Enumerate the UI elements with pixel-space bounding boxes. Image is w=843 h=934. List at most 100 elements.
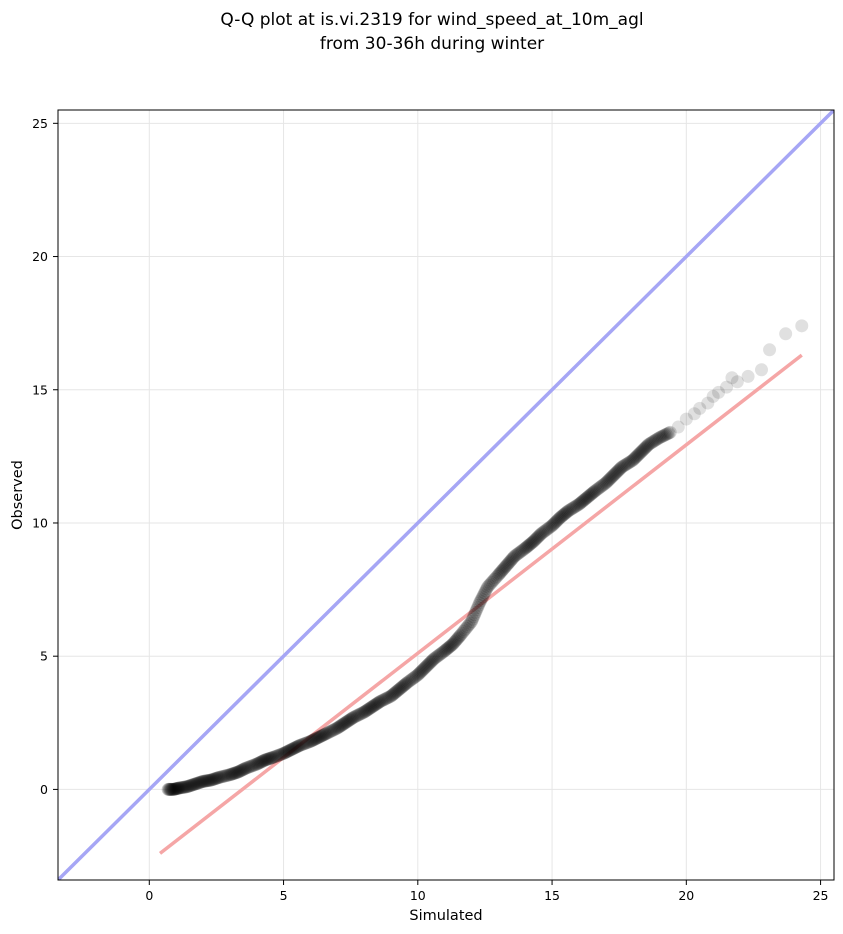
qq-point	[436, 645, 450, 659]
qq-point	[255, 755, 269, 769]
qq-point	[243, 760, 257, 774]
qq-point	[225, 767, 239, 781]
qq-point	[314, 729, 328, 743]
qq-point	[415, 664, 429, 678]
qq-point	[577, 493, 591, 507]
qq-point	[267, 750, 281, 764]
qq-point	[385, 688, 399, 702]
qq-point	[281, 744, 295, 758]
qq-point	[203, 773, 217, 787]
qq-point	[336, 717, 350, 731]
qq-point	[451, 631, 465, 645]
qq-point	[377, 692, 391, 706]
qq-point	[263, 751, 277, 765]
qq-point	[644, 436, 658, 450]
qq-point	[388, 686, 402, 700]
qq-point	[176, 780, 190, 794]
qq-point	[599, 476, 613, 490]
qq-point	[185, 778, 199, 792]
qq-point	[520, 540, 534, 554]
qq-point	[192, 776, 206, 790]
qq-point	[435, 646, 449, 660]
qq-point	[252, 756, 266, 770]
qq-point	[170, 781, 184, 795]
qq-point	[588, 484, 602, 498]
qq-point	[720, 380, 734, 394]
qq-point	[755, 363, 769, 377]
qq-point	[528, 533, 542, 547]
qq-point	[394, 681, 408, 695]
qq-point	[608, 467, 622, 481]
qq-point	[316, 728, 330, 742]
qq-point	[200, 774, 214, 788]
qq-point	[285, 742, 299, 756]
qq-point	[432, 648, 446, 662]
qq-point	[422, 657, 436, 671]
qq-point	[331, 720, 345, 734]
qq-point	[629, 450, 643, 464]
qq-point	[345, 711, 359, 725]
qq-point	[217, 769, 231, 783]
x-tick-label: 0	[145, 888, 153, 903]
grid-lines	[58, 110, 834, 880]
qq-point	[286, 742, 300, 756]
qq-point	[468, 608, 482, 622]
qq-point	[292, 739, 306, 753]
qq-point	[365, 700, 379, 714]
qq-point	[618, 458, 632, 472]
qq-point	[328, 722, 342, 736]
qq-point	[632, 447, 646, 461]
qq-point	[390, 684, 404, 698]
qq-point	[362, 702, 376, 716]
qq-point	[459, 621, 473, 635]
qq-point	[361, 702, 375, 716]
qq-point	[183, 779, 197, 793]
qq-point	[483, 577, 497, 591]
qq-point	[412, 667, 426, 681]
qq-point	[593, 480, 607, 494]
qq-point	[198, 774, 212, 788]
qq-point	[614, 461, 628, 475]
qq-point	[179, 780, 193, 794]
qq-point	[391, 683, 405, 697]
qq-point	[315, 728, 329, 742]
qq-point	[256, 754, 270, 768]
qq-point	[261, 752, 275, 766]
qq-point	[257, 754, 271, 768]
qq-point	[540, 523, 554, 537]
qq-point	[373, 694, 387, 708]
qq-point	[216, 769, 230, 783]
qq-point	[473, 596, 487, 610]
qq-point	[209, 771, 223, 785]
qq-point	[167, 782, 181, 796]
qq-point	[506, 550, 520, 564]
qq-point	[654, 430, 668, 444]
qq-point	[259, 753, 273, 767]
qq-point	[449, 634, 463, 648]
qq-point	[494, 564, 508, 578]
qq-point	[597, 477, 611, 491]
qq-point	[559, 506, 573, 520]
qq-point	[405, 672, 419, 686]
qq-point	[211, 771, 225, 785]
qq-point	[603, 472, 617, 486]
qq-point	[472, 598, 486, 612]
qq-point	[492, 567, 506, 581]
reference-lines	[58, 110, 834, 880]
qq-point	[656, 429, 670, 443]
qq-point	[604, 471, 618, 485]
qq-point	[207, 772, 221, 786]
qq-point	[343, 712, 357, 726]
y-axis-ticks: 0 5 10 15 20 25	[32, 116, 58, 797]
qq-point	[164, 782, 178, 796]
qq-point	[419, 660, 433, 674]
qq-point	[460, 620, 474, 634]
qq-point	[565, 501, 579, 515]
qq-point	[359, 704, 373, 718]
qq-point	[478, 586, 492, 600]
qq-point	[453, 629, 467, 643]
qq-point	[568, 500, 582, 514]
qq-point	[230, 765, 244, 779]
qq-point	[171, 781, 185, 795]
qq-point	[526, 535, 540, 549]
